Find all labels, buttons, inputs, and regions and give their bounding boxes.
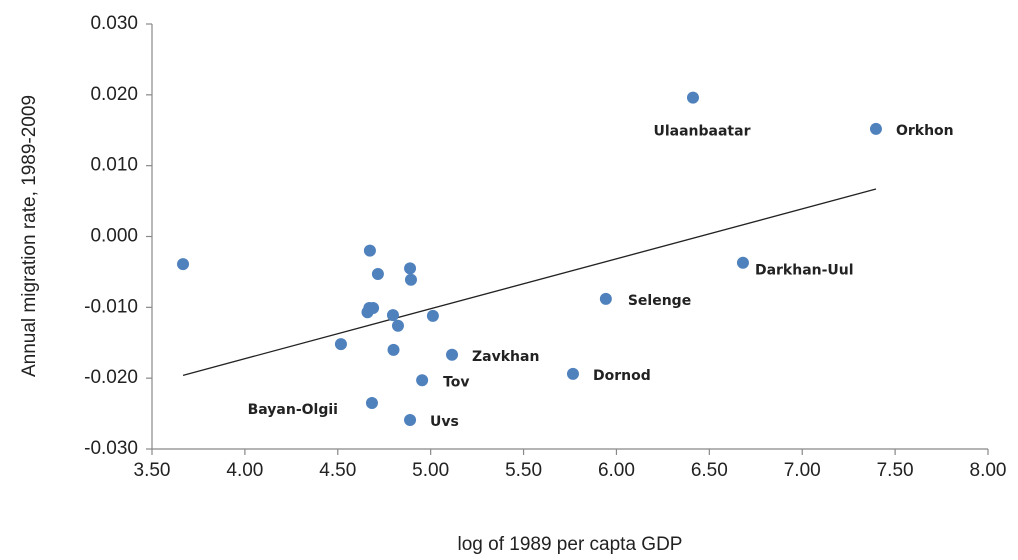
x-axis-label: log of 1989 per capta GDP — [458, 534, 683, 555]
point-label: Bayan-Olgii — [248, 402, 338, 418]
point — [736, 256, 749, 269]
point-label: Ulaanbaatar — [653, 124, 750, 140]
x-tick-label: 8.00 — [970, 460, 1007, 481]
point — [363, 244, 376, 257]
point — [416, 374, 429, 387]
x-tick-label: 6.50 — [691, 460, 728, 481]
y-axis-label: Annual migration rate, 1989-2009 — [19, 95, 40, 377]
point — [404, 262, 417, 275]
y-tick-label: 0.020 — [90, 84, 138, 105]
point — [391, 319, 404, 332]
point — [566, 367, 579, 380]
point — [387, 343, 400, 356]
y-tick-label: -0.020 — [84, 367, 138, 388]
point — [365, 396, 378, 409]
x-tick-label: 5.50 — [505, 460, 542, 481]
x-tick-label: 7.00 — [784, 460, 821, 481]
point-label: Zavkhan — [472, 349, 539, 365]
point — [686, 91, 699, 104]
y-tick-label: 0.000 — [90, 226, 138, 247]
point — [404, 273, 417, 286]
point — [446, 348, 459, 361]
y-tick-label: 0.030 — [90, 13, 138, 34]
point-label: Tov — [443, 374, 469, 390]
point-label: Selenge — [628, 293, 691, 309]
y-tick-label: 0.010 — [90, 155, 138, 176]
point — [386, 309, 399, 322]
point — [869, 122, 882, 135]
x-tick-label: 4.00 — [226, 460, 263, 481]
point — [404, 413, 417, 426]
x-tick-label: 4.50 — [319, 460, 356, 481]
point-label: Uvs — [430, 414, 459, 430]
point — [371, 268, 384, 281]
y-tick-label: -0.010 — [84, 296, 138, 317]
point-label: Orkhon — [896, 123, 954, 139]
point-label: Darkhan-Uul — [755, 263, 854, 279]
x-tick-label: 3.50 — [134, 460, 171, 481]
x-tick-label: 6.00 — [598, 460, 635, 481]
point — [361, 306, 374, 319]
x-tick-label: 5.00 — [412, 460, 449, 481]
point — [177, 258, 190, 271]
x-tick-label: 7.50 — [877, 460, 914, 481]
trendline — [182, 188, 877, 376]
y-tick-label: -0.030 — [84, 438, 138, 459]
point — [426, 309, 439, 322]
point — [599, 292, 612, 305]
point-label: Dornod — [593, 368, 651, 384]
point — [334, 338, 347, 351]
